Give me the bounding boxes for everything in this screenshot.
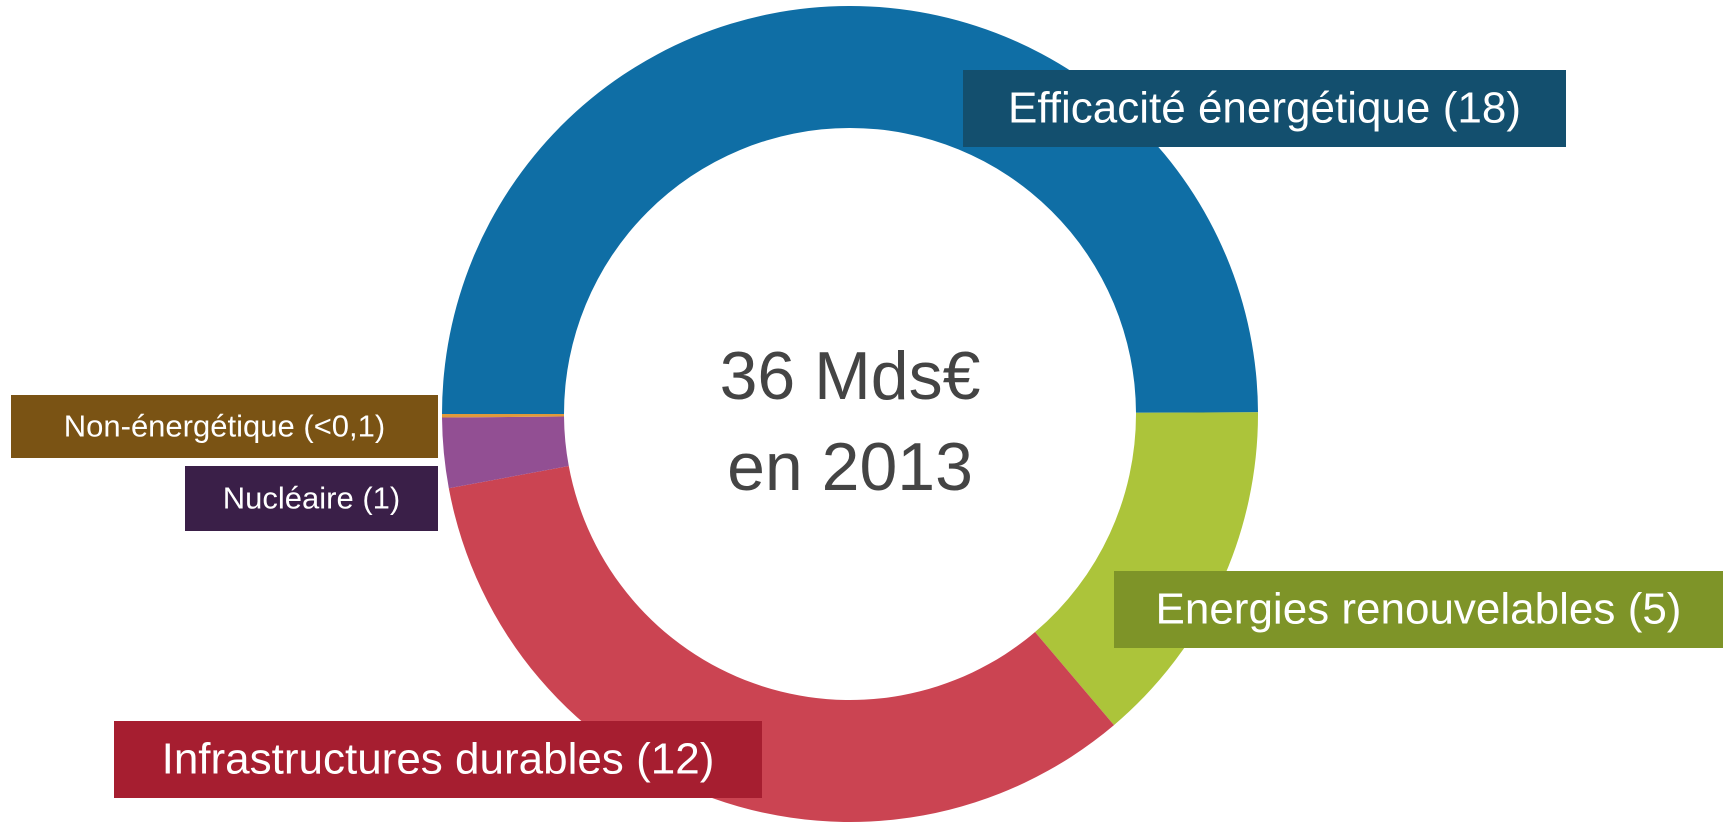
label-box bbox=[11, 395, 438, 458]
slice bbox=[1035, 412, 1258, 726]
slice-label: Non-énergétique (<0,1) bbox=[64, 409, 385, 444]
slice-label: Nucléaire (1) bbox=[223, 481, 401, 516]
center-text: 36 Mds€ bbox=[720, 338, 981, 414]
value-label: (12) bbox=[636, 734, 714, 783]
center-text: en 2013 bbox=[727, 429, 973, 505]
slice bbox=[442, 414, 565, 418]
label-box bbox=[1114, 571, 1723, 648]
label-box bbox=[185, 466, 438, 531]
slice bbox=[442, 416, 569, 489]
category-label: Non-énergétique bbox=[64, 409, 295, 444]
label-box bbox=[114, 721, 762, 798]
category-label: Nucléaire bbox=[223, 481, 354, 516]
slice-label: Efficacité énergétique (18) bbox=[1008, 83, 1521, 132]
value-label: (1) bbox=[362, 481, 400, 516]
category-label: Energies renouvelables bbox=[1156, 584, 1616, 633]
labels: Efficacité énergétique (18) Energies renou… bbox=[11, 70, 1723, 798]
category-label: Infrastructures durables bbox=[162, 734, 624, 783]
value-label: (<0,1) bbox=[303, 409, 385, 444]
value-label: (18) bbox=[1443, 83, 1521, 132]
value-label: (5) bbox=[1628, 584, 1682, 633]
label-box bbox=[963, 70, 1566, 147]
category-label: Efficacité énergétique bbox=[1008, 83, 1430, 132]
slice-label: Infrastructures durables (12) bbox=[162, 734, 715, 783]
slice-label: Energies renouvelables (5) bbox=[1156, 584, 1682, 633]
